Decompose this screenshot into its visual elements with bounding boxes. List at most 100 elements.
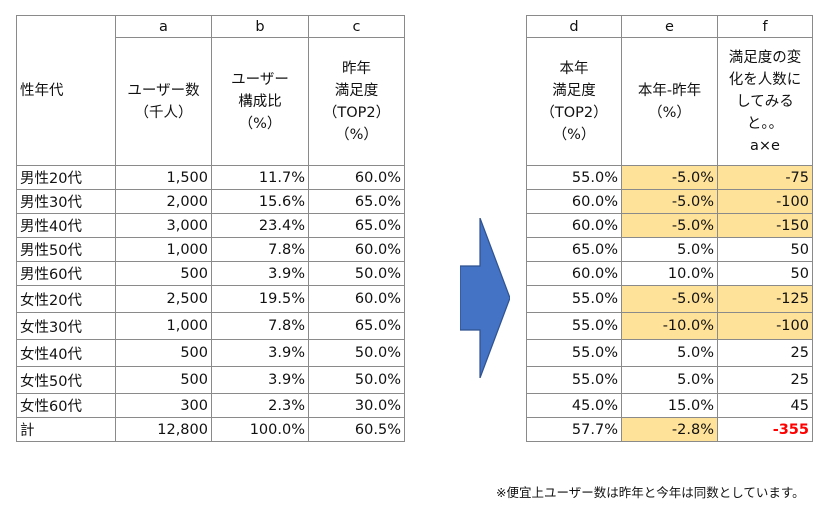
row-label: 女性50代 [16, 366, 116, 394]
cell-user-count: 500 [115, 261, 212, 286]
cell-user-count: 300 [115, 393, 212, 418]
cell-last-year-satisfaction: 60.0% [308, 237, 405, 262]
cell-last-year-satisfaction: 50.0% [308, 261, 405, 286]
col-letter-b: b [211, 15, 309, 38]
row-label: 男性50代 [16, 237, 116, 262]
table-row: 女性50代 500 3.9% 50.0% [16, 366, 405, 394]
table-row: 女性30代 1,000 7.8% 65.0% [16, 312, 405, 340]
cell-user-count: 500 [115, 339, 212, 367]
cell-year-diff: 5.0% [621, 339, 718, 367]
table-row: 45.0% 15.0% 45 [526, 393, 813, 418]
cell-this-year-satisfaction: 60.0% [526, 261, 622, 286]
cell-last-year-satisfaction: 60.5% [308, 417, 405, 442]
table-row: 計 12,800 100.0% 60.5% [16, 417, 405, 442]
cell-change-in-users: -75 [717, 165, 813, 190]
cell-this-year-satisfaction: 55.0% [526, 312, 622, 340]
header-this-year-satisfaction: 本年 満足度 （TOP2） （%） [526, 37, 622, 166]
cell-year-diff: 15.0% [621, 393, 718, 418]
cell-last-year-satisfaction: 60.0% [308, 165, 405, 190]
cell-this-year-satisfaction: 55.0% [526, 366, 622, 394]
cell-last-year-satisfaction: 30.0% [308, 393, 405, 418]
header-last-year-satisfaction: 昨年 満足度 （TOP2） （%） [308, 37, 405, 166]
cell-this-year-satisfaction: 55.0% [526, 285, 622, 313]
cell-this-year-satisfaction: 55.0% [526, 339, 622, 367]
row-label: 男性20代 [16, 165, 116, 190]
row-label: 男性60代 [16, 261, 116, 286]
table-row: 57.7% -2.8% -355 [526, 417, 813, 442]
cell-year-diff: -5.0% [621, 189, 718, 214]
cell-last-year-satisfaction: 65.0% [308, 312, 405, 340]
table-row: 65.0% 5.0% 50 [526, 237, 813, 262]
cell-user-count: 3,000 [115, 213, 212, 238]
cell-year-diff: -2.8% [621, 417, 718, 442]
row-label: 女性40代 [16, 339, 116, 367]
cell-year-diff: -5.0% [621, 213, 718, 238]
header-user-ratio: ユーザー 構成比 （%） [211, 37, 309, 166]
row-label: 女性30代 [16, 312, 116, 340]
cell-this-year-satisfaction: 60.0% [526, 189, 622, 214]
row-label: 男性40代 [16, 213, 116, 238]
cell-user-ratio: 7.8% [211, 237, 309, 262]
col-letter-e: e [621, 15, 718, 38]
cell-user-count: 1,000 [115, 237, 212, 262]
cell-change-in-users: -100 [717, 189, 813, 214]
table-row: 男性30代 2,000 15.6% 65.0% [16, 189, 405, 214]
cell-last-year-satisfaction: 60.0% [308, 285, 405, 313]
left-table-body: 男性20代 1,500 11.7% 60.0% 男性30代 2,000 15.6% 65.0%… [16, 165, 405, 442]
cell-user-count: 12,800 [115, 417, 212, 442]
cell-change-in-users: 50 [717, 237, 813, 262]
cell-last-year-satisfaction: 50.0% [308, 366, 405, 394]
col-letter-a: a [115, 15, 212, 38]
cell-change-in-users: -150 [717, 213, 813, 238]
cell-user-count: 1,500 [115, 165, 212, 190]
right-table-body: 55.0% -5.0% -75 60.0% -5.0% -100 60.0% -5.0% -15… [526, 165, 813, 442]
left-table: 性年代 a b c ユーザー数 （千人） ユーザー 構成比 （%） 昨年 満足度 （TOP… [16, 15, 405, 442]
table-row: 男性20代 1,500 11.7% 60.0% [16, 165, 405, 190]
table-row: 55.0% -5.0% -75 [526, 165, 813, 190]
cell-user-ratio: 2.3% [211, 393, 309, 418]
header-year-diff: 本年-昨年 （%） [621, 37, 718, 166]
cell-user-count: 500 [115, 366, 212, 394]
table-row: 55.0% -5.0% -125 [526, 285, 813, 313]
cell-user-count: 2,500 [115, 285, 212, 313]
row-label: 女性20代 [16, 285, 116, 313]
cell-user-ratio: 15.6% [211, 189, 309, 214]
cell-user-count: 2,000 [115, 189, 212, 214]
cell-change-in-users: -100 [717, 312, 813, 340]
row-label: 計 [16, 417, 116, 442]
table-row: 男性50代 1,000 7.8% 60.0% [16, 237, 405, 262]
cell-this-year-satisfaction: 65.0% [526, 237, 622, 262]
cell-year-diff: -10.0% [621, 312, 718, 340]
cell-this-year-satisfaction: 55.0% [526, 165, 622, 190]
cell-user-ratio: 23.4% [211, 213, 309, 238]
footnote: ※便宜上ユーザー数は昨年と今年は同数としています。 [496, 485, 805, 500]
cell-this-year-satisfaction: 45.0% [526, 393, 622, 418]
cell-change-in-users: 25 [717, 339, 813, 367]
right-table: d e f 本年 満足度 （TOP2） （%） 本年-昨年 （%） 満足度の変 化を人数に… [526, 15, 813, 442]
row-label: 女性60代 [16, 393, 116, 418]
table-row: 60.0% 10.0% 50 [526, 261, 813, 286]
cell-change-in-users: -355 [717, 417, 813, 442]
cell-change-in-users: 25 [717, 366, 813, 394]
table-row: 55.0% 5.0% 25 [526, 339, 813, 367]
table-row: 60.0% -5.0% -100 [526, 189, 813, 214]
row-header-label: 性年代 [16, 15, 116, 166]
cell-change-in-users: 50 [717, 261, 813, 286]
col-letter-c: c [308, 15, 405, 38]
right-arrow-icon [460, 218, 510, 378]
cell-user-ratio: 3.9% [211, 366, 309, 394]
table-row: 男性60代 500 3.9% 50.0% [16, 261, 405, 286]
table-row: 60.0% -5.0% -150 [526, 213, 813, 238]
cell-user-ratio: 100.0% [211, 417, 309, 442]
cell-user-ratio: 11.7% [211, 165, 309, 190]
table-row: 55.0% 5.0% 25 [526, 366, 813, 394]
cell-user-ratio: 19.5% [211, 285, 309, 313]
header-change-in-users: 満足度の変 化を人数に してみる と。。 a×e [717, 37, 813, 166]
cell-year-diff: 10.0% [621, 261, 718, 286]
col-letter-f: f [717, 15, 813, 38]
table-row: 女性20代 2,500 19.5% 60.0% [16, 285, 405, 313]
cell-last-year-satisfaction: 65.0% [308, 213, 405, 238]
cell-year-diff: -5.0% [621, 285, 718, 313]
cell-this-year-satisfaction: 60.0% [526, 213, 622, 238]
row-label: 男性30代 [16, 189, 116, 214]
